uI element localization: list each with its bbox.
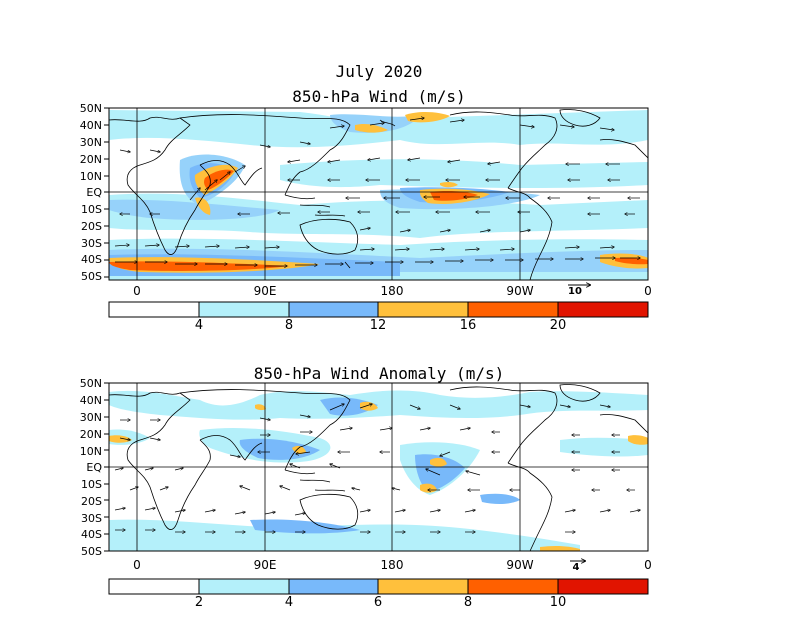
lon-label: 90E (253, 558, 277, 572)
bottom-colorbar (108, 578, 649, 595)
lon-label: 90W (506, 284, 534, 298)
lat-label: 30N (79, 411, 102, 424)
bottom-anomaly-map (109, 383, 648, 551)
colorbar-label: 10 (549, 595, 567, 610)
top-colorbar (108, 301, 649, 318)
lat-label: 40N (79, 394, 102, 407)
top-wind-map (109, 108, 648, 280)
lat-label: 50S (81, 545, 102, 558)
lat-label: 20S (81, 495, 102, 508)
lat-label: 50N (79, 377, 102, 390)
colorbar-label: 6 (373, 595, 383, 610)
figure-title: July 2020 (335, 62, 423, 81)
colorbar-label: 4 (194, 318, 204, 333)
colorbar-label: 12 (369, 318, 387, 333)
lat-label: 50S (81, 270, 102, 283)
lat-label: 30S (81, 237, 102, 250)
colorbar-label: 8 (463, 595, 473, 610)
lat-label: 10S (81, 478, 102, 491)
colorbar-label: 8 (284, 318, 294, 333)
bottom-reference-vector-label: 4 (572, 562, 580, 573)
lat-label: 50N (79, 102, 102, 115)
lat-label: 40S (81, 528, 102, 541)
colorbar-label: 4 (284, 595, 294, 610)
lat-label: 20N (79, 428, 102, 441)
bottom-panel-title: 850-hPa Wind Anomaly (m/s) (253, 364, 505, 383)
lat-label: 20S (81, 220, 102, 233)
colorbar-label: 2 (194, 595, 204, 610)
lat-label: 10N (79, 445, 102, 458)
lat-label: 20N (79, 153, 102, 166)
top-map-frame (108, 107, 649, 281)
lat-label: 30S (81, 512, 102, 525)
top-reference-vector-label: 10 (568, 286, 582, 297)
lon-label: 0 (133, 558, 141, 572)
colorbar-label: 20 (549, 318, 567, 333)
lat-label: EQ (86, 461, 102, 474)
lat-label: 10N (79, 170, 102, 183)
lat-label: 40S (81, 253, 102, 266)
lat-label: 40N (79, 119, 102, 132)
lat-label: 10S (81, 203, 102, 216)
lon-label: 0 (644, 558, 652, 572)
colorbar-label: 16 (459, 318, 477, 333)
lon-label: 90W (506, 558, 534, 572)
lon-label: 180 (380, 558, 404, 572)
lon-label: 0 (644, 284, 652, 298)
lat-label: 30N (79, 136, 102, 149)
top-panel-title: 850-hPa Wind (m/s) (292, 87, 466, 106)
lon-label: 180 (380, 284, 404, 298)
lon-label: 90E (253, 284, 277, 298)
lon-label: 0 (133, 284, 141, 298)
lat-label: EQ (86, 186, 102, 199)
